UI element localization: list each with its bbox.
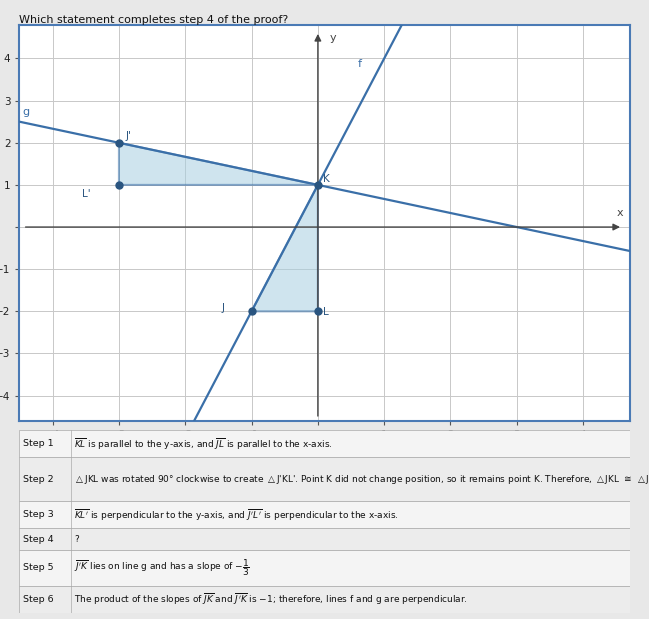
Polygon shape — [119, 143, 318, 185]
Text: $\triangle$JKL was rotated 90° clockwise to create $\triangle$J'KL'. Point K did: $\triangle$JKL was rotated 90° clockwise… — [75, 473, 649, 486]
Text: K: K — [323, 173, 330, 184]
Text: Which statement completes step 4 of the proof?: Which statement completes step 4 of the … — [19, 15, 289, 25]
Text: J': J' — [125, 131, 132, 141]
Bar — [19, 586, 630, 613]
Text: Step 3: Step 3 — [23, 510, 53, 519]
Text: L: L — [323, 307, 329, 317]
Text: ?: ? — [75, 535, 79, 543]
Text: x: x — [617, 208, 623, 218]
Text: Step 4: Step 4 — [23, 535, 53, 543]
Text: Step 2: Step 2 — [23, 475, 53, 484]
Bar — [19, 501, 630, 529]
Text: The product of the slopes of $\overline{JK}$ and $\overline{J'K}$ is $-1$; there: The product of the slopes of $\overline{… — [75, 591, 468, 607]
Text: Step 6: Step 6 — [23, 595, 53, 604]
Bar — [19, 529, 630, 550]
Bar — [19, 430, 630, 457]
Text: y: y — [330, 33, 336, 43]
Text: Step 5: Step 5 — [23, 563, 53, 573]
Text: L': L' — [82, 189, 91, 199]
Polygon shape — [252, 185, 318, 311]
Bar — [19, 550, 630, 586]
Bar — [19, 457, 630, 501]
Text: g: g — [23, 107, 30, 117]
Text: $\overline{KL}$ is parallel to the y-axis, and $\overline{JL}$ is parallel to th: $\overline{KL}$ is parallel to the y-axi… — [75, 436, 333, 452]
Text: $\overline{KL'}$ is perpendicular to the y-axis, and $\overline{J'L'}$ is perpen: $\overline{KL'}$ is perpendicular to the… — [75, 507, 399, 522]
Text: $\overline{J'K}$ lies on line g and has a slope of $-\dfrac{1}{3}$: $\overline{J'K}$ lies on line g and has … — [75, 558, 251, 578]
Text: Step 1: Step 1 — [23, 439, 53, 448]
Text: J: J — [222, 303, 225, 313]
Text: f: f — [358, 59, 361, 69]
